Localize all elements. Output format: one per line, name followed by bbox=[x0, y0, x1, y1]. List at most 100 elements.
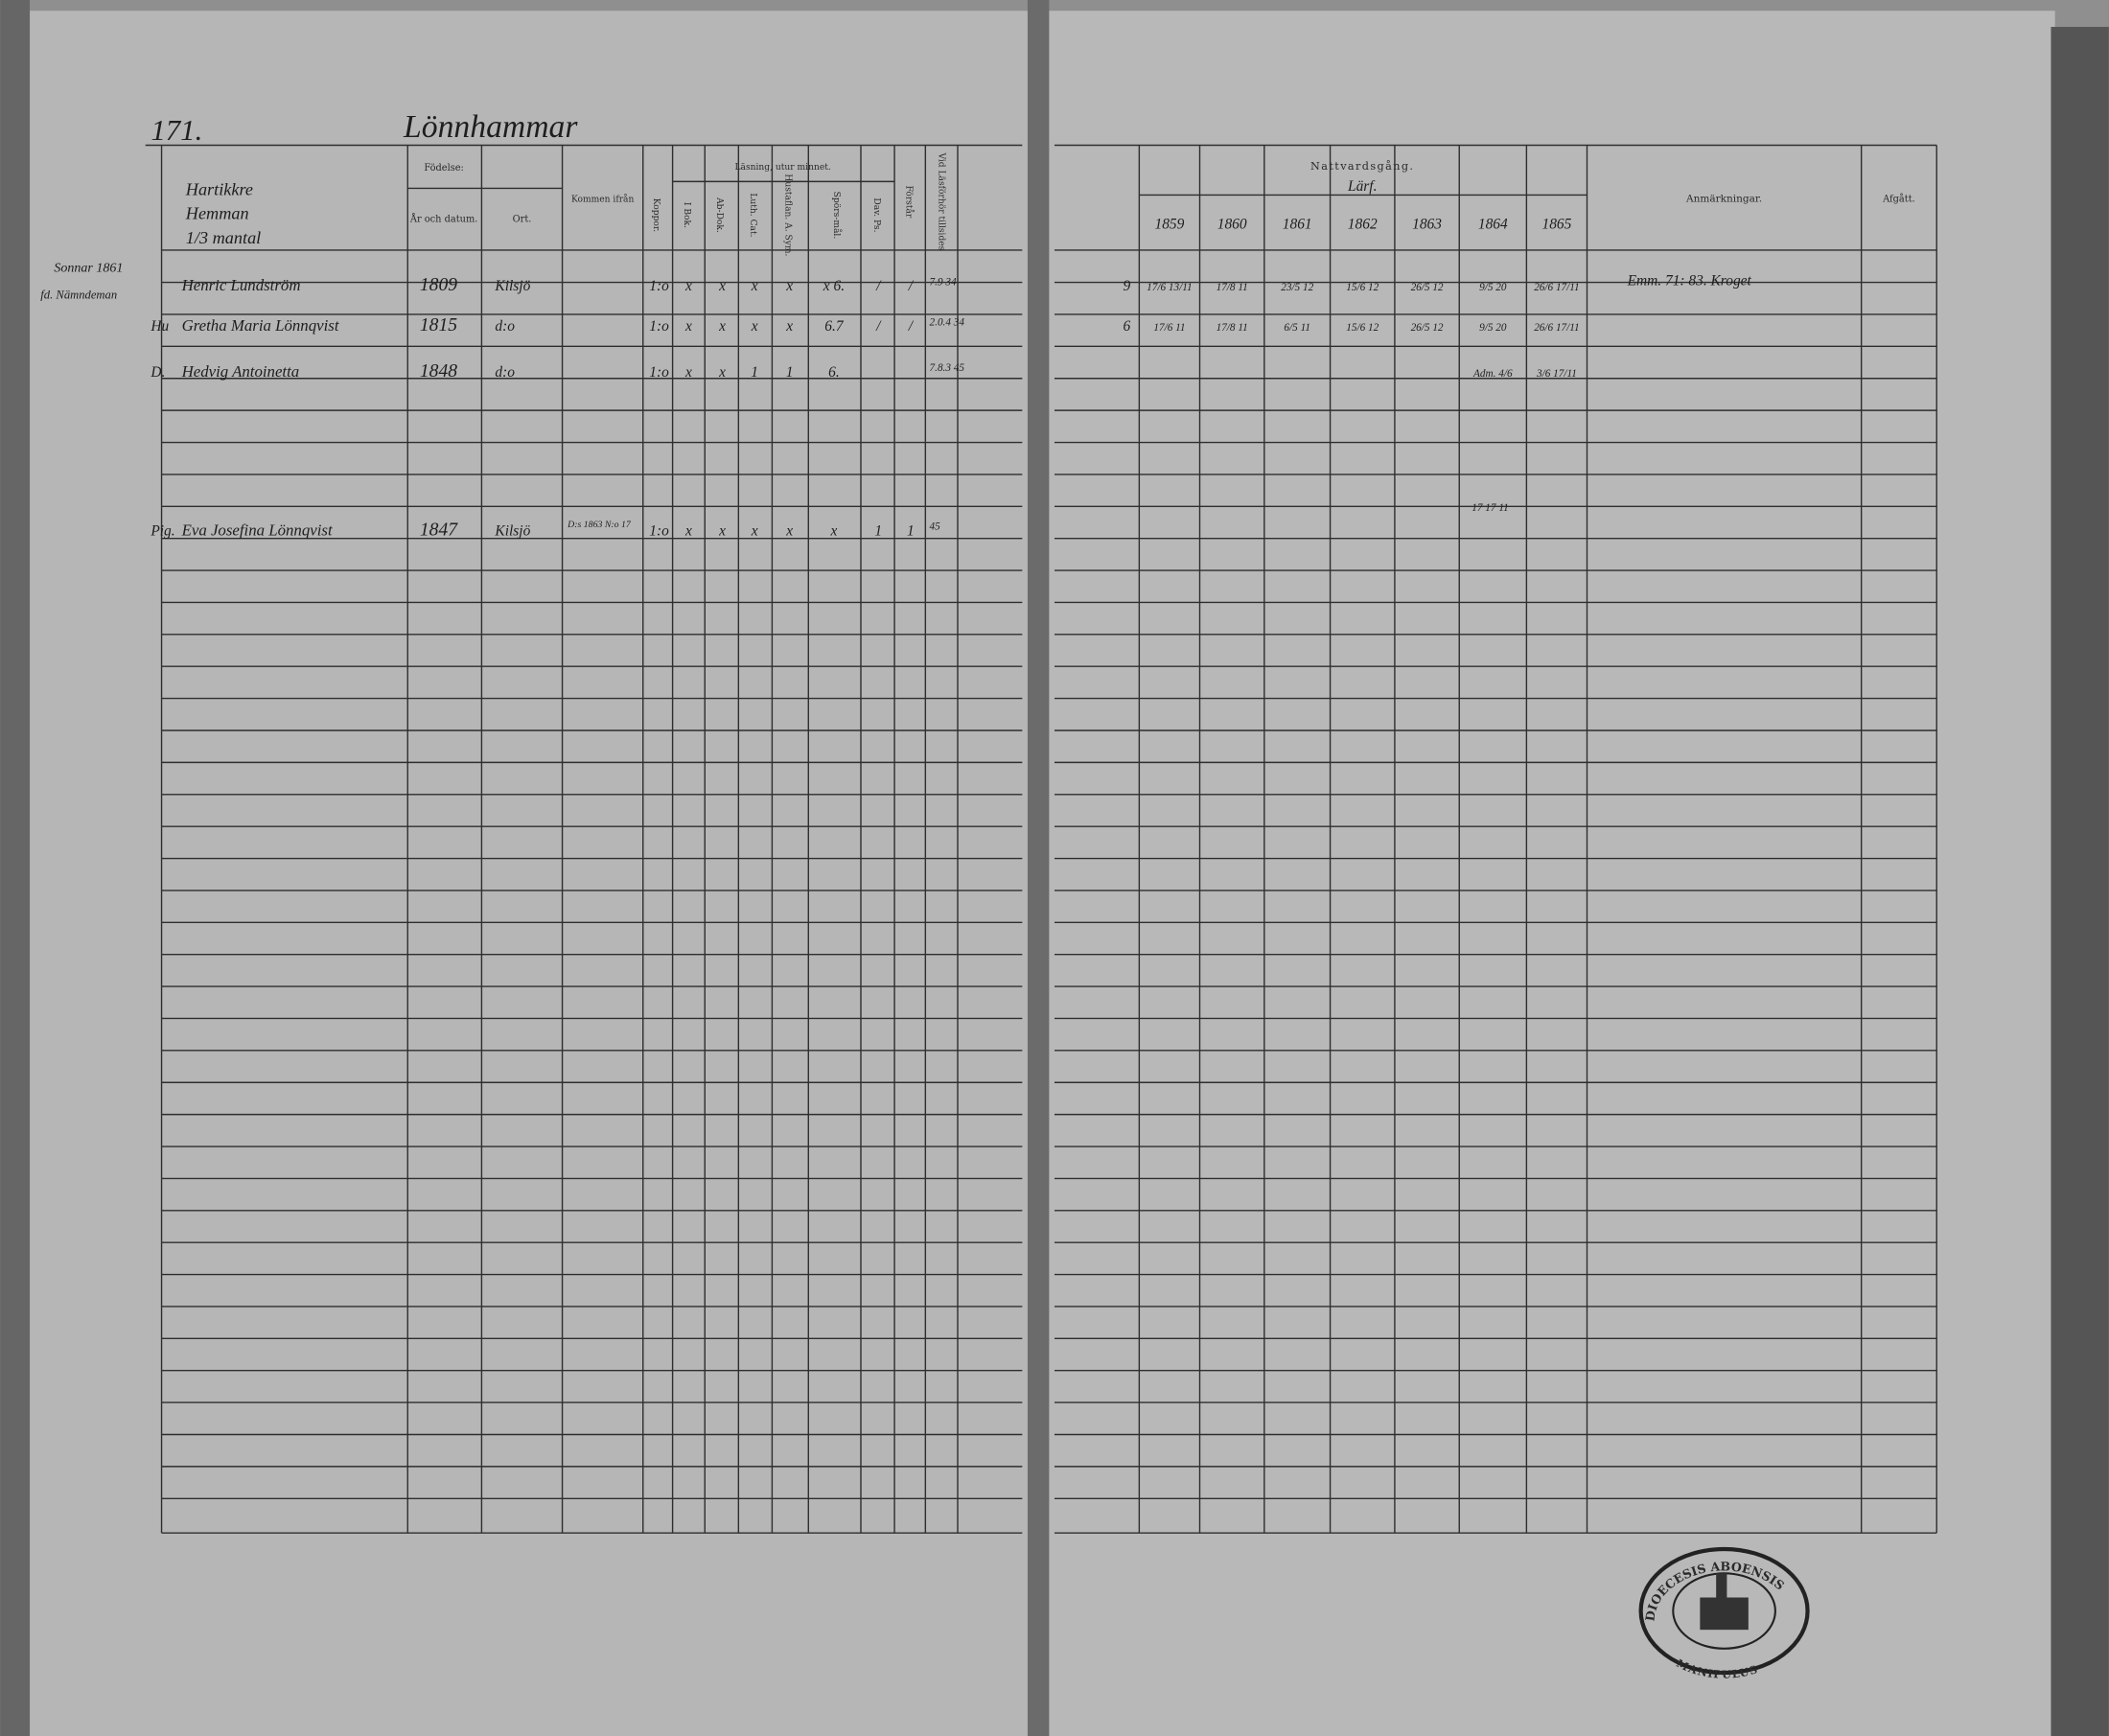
text: 1:o bbox=[649, 278, 669, 294]
text: 1861 bbox=[1283, 216, 1312, 232]
text: x bbox=[718, 522, 726, 539]
text: Spörs-mål. bbox=[831, 192, 843, 240]
text: x 6. bbox=[823, 278, 845, 294]
text: 17/8 11 bbox=[1217, 322, 1248, 334]
text: Hustaflan. A. Sym. bbox=[782, 174, 792, 256]
text: / bbox=[875, 278, 882, 294]
text: Anmärkningar. bbox=[1685, 193, 1762, 204]
text: 17 17 11 bbox=[1472, 502, 1508, 514]
text: 17/8 11 bbox=[1217, 282, 1248, 293]
left-leaf bbox=[24, 11, 1033, 1736]
text: x bbox=[718, 318, 726, 335]
text: x bbox=[684, 522, 692, 539]
text: Eva Josefina Lönnqvist bbox=[181, 521, 334, 539]
gutter bbox=[1027, 0, 1050, 1736]
text: Hemman bbox=[185, 204, 249, 223]
text: Hedvig Antoinetta bbox=[181, 362, 300, 381]
text: 6/5 11 bbox=[1284, 322, 1310, 334]
text: 15/6 12 bbox=[1346, 322, 1379, 334]
text: Hartikkre bbox=[185, 179, 253, 198]
text: x bbox=[684, 364, 692, 381]
text: / bbox=[908, 318, 915, 335]
text: Läsning, utur minnet. bbox=[734, 163, 830, 173]
text: Emm. 71: 83. Kroget bbox=[1627, 272, 1752, 289]
texts: 171. Lönnhammar Hartikkre Hemman 1/3 mantal F… bbox=[40, 109, 1914, 540]
text: 1 bbox=[874, 522, 882, 539]
text: Luth. Cat. bbox=[748, 193, 757, 237]
text: Pig. bbox=[150, 522, 174, 539]
text: Nattvardsgång. bbox=[1310, 160, 1414, 173]
text: 1863 bbox=[1412, 216, 1442, 232]
text: Dav. Ps. bbox=[871, 197, 881, 232]
text: D:s 1863 N:o 17 bbox=[567, 520, 632, 530]
text: År och datum. bbox=[409, 213, 477, 224]
text: Lönnhammar bbox=[403, 109, 578, 145]
text: 17/6 11 bbox=[1153, 322, 1185, 334]
stamp-church bbox=[1700, 1597, 1749, 1631]
text: / bbox=[875, 318, 882, 335]
text: 1809 bbox=[420, 275, 457, 295]
text: 171. bbox=[151, 114, 202, 147]
right-leaf bbox=[1046, 11, 2055, 1736]
text: x bbox=[751, 278, 758, 294]
text: 9/5 20 bbox=[1479, 322, 1507, 334]
text: 1848 bbox=[420, 361, 457, 382]
text: Födelse: bbox=[424, 163, 464, 174]
text: 15/6 12 bbox=[1346, 282, 1379, 293]
text: 1 bbox=[751, 364, 758, 381]
text: Ort. bbox=[513, 214, 532, 224]
text: Kilsjö bbox=[494, 522, 530, 539]
text: 3/6 17/11 bbox=[1536, 368, 1577, 380]
text: d:o bbox=[495, 364, 515, 381]
text: 1/3 mantal bbox=[186, 228, 261, 247]
book-edge-left bbox=[0, 0, 31, 1736]
text: x bbox=[684, 278, 692, 294]
text: x bbox=[830, 522, 838, 539]
text: 1 bbox=[907, 522, 915, 539]
text: I Bok. bbox=[682, 202, 691, 228]
text: 7.8.3 45 bbox=[930, 362, 965, 374]
text: Gretha Maria Lönnqvist bbox=[182, 316, 340, 335]
text: 26/5 12 bbox=[1411, 322, 1444, 334]
text: 23/5 12 bbox=[1281, 282, 1313, 293]
text: 45 bbox=[930, 521, 941, 533]
stamp-tower bbox=[1716, 1573, 1727, 1601]
text: Kommen ifrån bbox=[571, 193, 635, 204]
text: 1862 bbox=[1348, 216, 1378, 232]
text: 26/5 12 bbox=[1411, 282, 1444, 293]
text: Lärf. bbox=[1347, 178, 1377, 195]
ruling bbox=[145, 144, 1937, 1534]
text: D. bbox=[150, 364, 165, 381]
text: 1865 bbox=[1542, 216, 1572, 232]
text: Kilsjö bbox=[494, 278, 530, 294]
text: d:o bbox=[495, 318, 515, 335]
text: 17/6 13/11 bbox=[1147, 282, 1192, 293]
text: 7.9 34 bbox=[930, 276, 957, 288]
text: 1847 bbox=[420, 520, 458, 540]
text: 9/5 20 bbox=[1479, 282, 1507, 293]
text: Förstår bbox=[904, 186, 915, 219]
text: Adm. 4/6 bbox=[1472, 368, 1513, 380]
book-edge bbox=[2051, 27, 2109, 1736]
text: Vid Läsförhör tillsides bbox=[936, 151, 945, 250]
text: 9 bbox=[1124, 278, 1131, 294]
text: x bbox=[718, 364, 726, 381]
text: x bbox=[785, 318, 793, 335]
text: x bbox=[751, 318, 758, 335]
text: 1815 bbox=[420, 315, 457, 336]
text: x bbox=[718, 278, 726, 294]
text: 6 bbox=[1124, 318, 1131, 335]
text: Afgått. bbox=[1882, 193, 1915, 204]
text: Koppor. bbox=[651, 198, 661, 233]
text: 1864 bbox=[1478, 216, 1508, 232]
text: 6. bbox=[828, 364, 840, 381]
text: x bbox=[684, 318, 692, 335]
text: Henric Lundström bbox=[181, 276, 301, 294]
text: Hu bbox=[150, 318, 169, 335]
text: 1:o bbox=[649, 522, 669, 539]
text: 6.7 bbox=[824, 318, 845, 335]
text: / bbox=[908, 278, 915, 294]
text: Ab-Dok. bbox=[714, 197, 724, 233]
